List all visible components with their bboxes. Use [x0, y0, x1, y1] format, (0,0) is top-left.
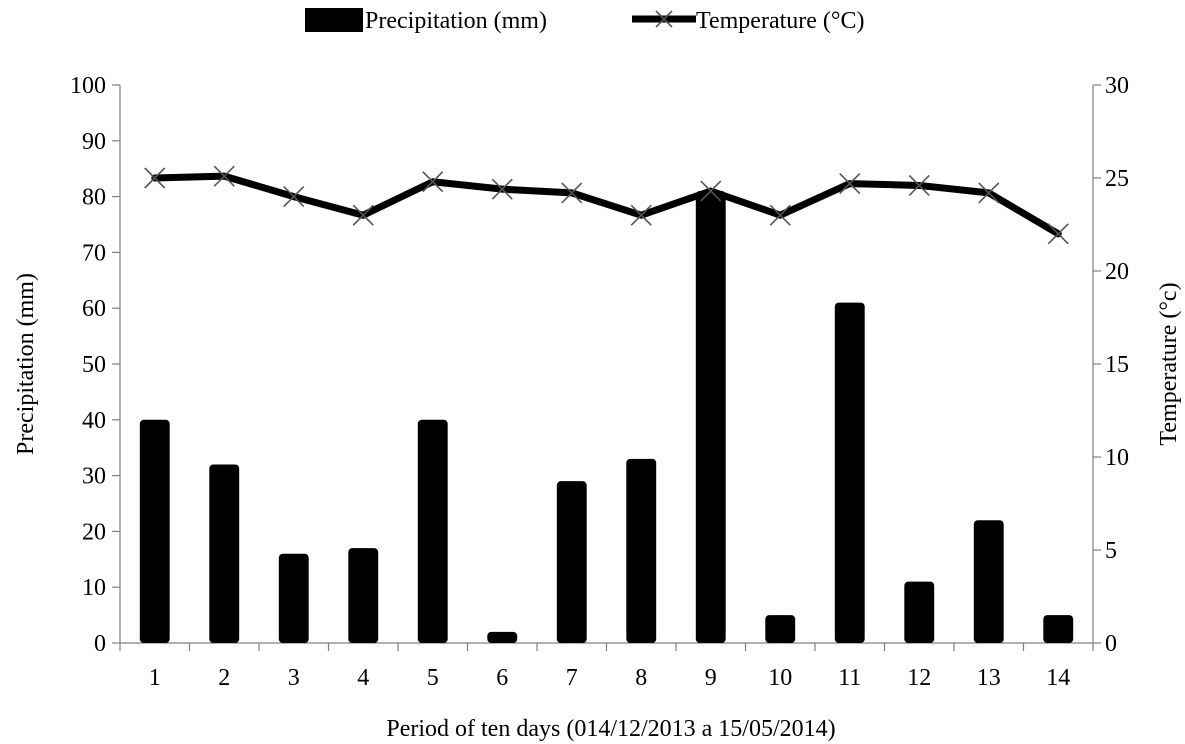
x-tick-label: 3	[288, 665, 300, 691]
x-tick-label: 6	[496, 665, 508, 691]
x-tick-label: 9	[705, 665, 717, 691]
precipitation-bar	[556, 481, 587, 643]
temperature-point	[213, 165, 235, 187]
right-tick-label: 30	[1105, 73, 1129, 99]
legend-label-precipitation: Precipitation (mm)	[365, 8, 547, 34]
x-tick-label: 1	[149, 665, 161, 691]
legend-label-temperature: Temperature (°C)	[696, 8, 865, 34]
temperature-point	[978, 182, 1000, 204]
x-tick-label: 12	[907, 665, 931, 691]
temperature-line	[144, 165, 1069, 245]
left-tick-label: 70	[82, 240, 106, 266]
left-tick-label: 80	[82, 185, 106, 211]
precipitation-bar	[417, 419, 448, 643]
precipitation-bar	[765, 615, 796, 643]
x-tick-label: 14	[1046, 665, 1070, 691]
right-tick-label: 5	[1105, 538, 1117, 564]
left-tick-label: 0	[94, 631, 106, 657]
precipitation-bar	[695, 191, 726, 643]
temperature-point	[491, 178, 513, 200]
right-tick-label: 0	[1105, 631, 1117, 657]
temperature-series-line	[151, 172, 1062, 238]
legend-swatch-precipitation	[305, 8, 363, 32]
temperature-point	[561, 182, 583, 204]
x-axis-ticks: 1 2 3 4 5 6 7 8 9 10 11 12 13 14	[119, 643, 1094, 691]
precipitation-bar	[487, 631, 518, 643]
temperature-point	[144, 167, 166, 189]
temperature-point	[630, 204, 652, 226]
temperature-point	[352, 204, 374, 226]
left-axis-ticks: 0 10 20 30 40 50 60 70 80 90 100	[70, 73, 120, 657]
precipitation-bar	[973, 520, 1004, 643]
x-tick-label: 13	[977, 665, 1001, 691]
temperature-point	[769, 204, 791, 226]
x-tick-label: 8	[635, 665, 647, 691]
temperature-point	[422, 171, 444, 193]
precipitation-bars	[139, 191, 1074, 643]
x-tick-label: 7	[566, 665, 578, 691]
precipitation-bar	[1043, 615, 1074, 643]
precipitation-bar	[348, 548, 379, 643]
precipitation-bar	[209, 464, 240, 643]
precipitation-bar	[626, 458, 657, 643]
y-axis-title: Precipitation (mm)	[13, 273, 39, 455]
x-tick-label: 11	[838, 665, 861, 691]
precipitation-bar	[834, 302, 865, 643]
temperature-point	[908, 174, 930, 197]
x-tick-label: 10	[768, 665, 792, 691]
precipitation-bar	[278, 553, 309, 643]
left-tick-label: 30	[82, 464, 106, 490]
left-tick-label: 40	[82, 408, 106, 434]
x-axis-title: Period of ten days (014/12/2013 a 15/05/…	[386, 716, 835, 742]
left-tick-label: 20	[82, 519, 106, 545]
temperature-point	[283, 186, 305, 208]
right-tick-label: 10	[1105, 445, 1129, 471]
x-tick-label: 2	[218, 665, 230, 691]
precipitation-bar	[139, 419, 170, 643]
temperature-point	[839, 173, 861, 195]
left-tick-label: 90	[82, 129, 106, 155]
legend-marker-temperature	[655, 10, 673, 28]
left-tick-label: 60	[82, 296, 106, 322]
temperature-point	[1047, 223, 1069, 245]
left-tick-label: 50	[82, 352, 106, 378]
right-axis-ticks: 0 5 10 15 20 25 30	[1093, 73, 1129, 657]
legend: Precipitation (mm) Temperature (°C)	[305, 8, 865, 34]
right-tick-label: 15	[1105, 352, 1129, 378]
right-tick-label: 20	[1105, 259, 1129, 285]
precipitation-bar	[904, 581, 935, 643]
left-tick-label: 10	[82, 575, 106, 601]
x-tick-label: 5	[427, 665, 439, 691]
temperature-point	[700, 180, 722, 202]
right-tick-label: 25	[1105, 166, 1129, 192]
left-tick-label: 100	[70, 73, 106, 99]
x-tick-label: 4	[357, 665, 369, 691]
y2-axis-title: Temperature (°c)	[1156, 282, 1182, 445]
